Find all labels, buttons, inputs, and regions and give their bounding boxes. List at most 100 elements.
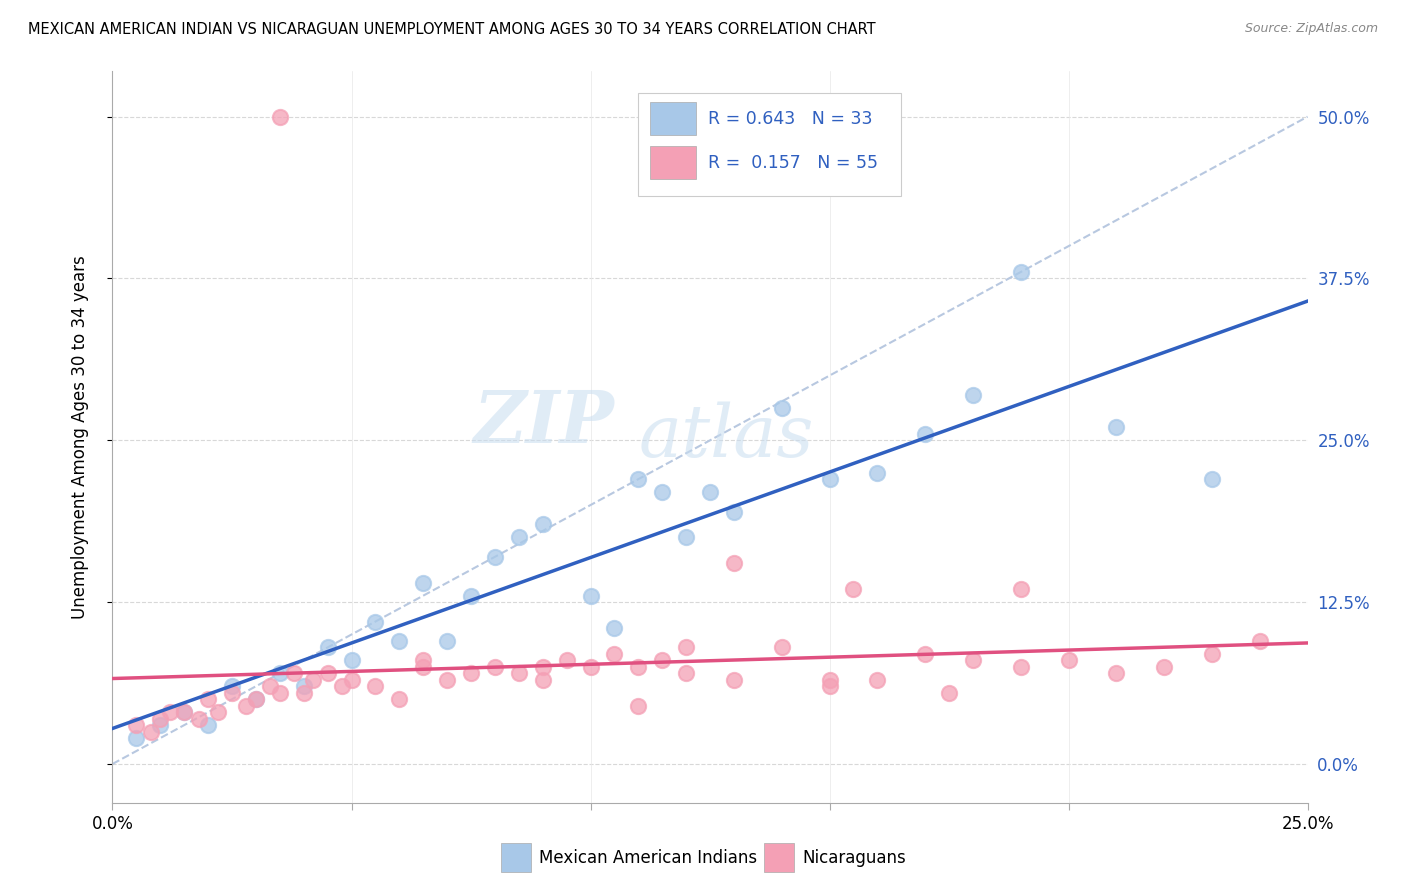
Point: [579, 589, 602, 603]
Point: [460, 589, 482, 603]
Point: [842, 582, 865, 597]
Point: [302, 673, 325, 687]
Point: [723, 504, 745, 518]
Point: [207, 705, 229, 719]
Point: [412, 653, 434, 667]
Point: [149, 718, 172, 732]
Point: [235, 698, 257, 713]
Point: [770, 640, 793, 655]
Point: [173, 705, 195, 719]
Text: MEXICAN AMERICAN INDIAN VS NICARAGUAN UNEMPLOYMENT AMONG AGES 30 TO 34 YEARS COR: MEXICAN AMERICAN INDIAN VS NICARAGUAN UN…: [28, 22, 876, 37]
Point: [699, 485, 721, 500]
Point: [412, 660, 434, 674]
Point: [292, 679, 315, 693]
Point: [412, 575, 434, 590]
Text: Nicaraguans: Nicaraguans: [801, 848, 905, 867]
Point: [245, 692, 267, 706]
Y-axis label: Unemployment Among Ages 30 to 34 years: Unemployment Among Ages 30 to 34 years: [70, 255, 89, 619]
Point: [531, 673, 554, 687]
Text: R = 0.643   N = 33: R = 0.643 N = 33: [707, 110, 872, 128]
Point: [197, 692, 219, 706]
Text: Mexican American Indians: Mexican American Indians: [538, 848, 758, 867]
Point: [245, 692, 267, 706]
Point: [283, 666, 305, 681]
Point: [555, 653, 578, 667]
Point: [675, 530, 697, 544]
Point: [1105, 420, 1128, 434]
Point: [866, 466, 889, 480]
Point: [531, 660, 554, 674]
Point: [484, 660, 506, 674]
Point: [173, 705, 195, 719]
Point: [627, 698, 650, 713]
Text: atlas: atlas: [638, 401, 814, 473]
Point: [436, 673, 458, 687]
Point: [818, 679, 841, 693]
Point: [388, 692, 411, 706]
Point: [651, 653, 673, 667]
Point: [603, 647, 626, 661]
Point: [364, 615, 387, 629]
Point: [723, 557, 745, 571]
Point: [364, 679, 387, 693]
Bar: [651, 102, 696, 135]
Point: [579, 660, 602, 674]
Point: [269, 686, 291, 700]
Bar: [651, 146, 696, 179]
Point: [866, 673, 889, 687]
Point: [603, 621, 626, 635]
Point: [531, 517, 554, 532]
Point: [292, 686, 315, 700]
Point: [1010, 660, 1032, 674]
Point: [197, 718, 219, 732]
Point: [508, 666, 530, 681]
Point: [1201, 647, 1223, 661]
Point: [159, 705, 181, 719]
Text: Source: ZipAtlas.com: Source: ZipAtlas.com: [1244, 22, 1378, 36]
Point: [340, 673, 363, 687]
Bar: [501, 843, 531, 872]
Point: [149, 712, 172, 726]
Text: R =  0.157   N = 55: R = 0.157 N = 55: [707, 153, 877, 172]
Point: [1010, 582, 1032, 597]
Point: [962, 653, 984, 667]
Point: [1249, 634, 1271, 648]
Point: [269, 666, 291, 681]
Point: [651, 485, 673, 500]
Point: [627, 660, 650, 674]
Point: [962, 388, 984, 402]
Point: [508, 530, 530, 544]
Text: ZIP: ZIP: [474, 387, 614, 458]
Point: [914, 647, 936, 661]
Point: [125, 718, 148, 732]
Bar: [763, 843, 794, 872]
Point: [340, 653, 363, 667]
Point: [316, 640, 339, 655]
Point: [675, 666, 697, 681]
Point: [269, 110, 291, 124]
Point: [460, 666, 482, 681]
Point: [1010, 265, 1032, 279]
Point: [1153, 660, 1175, 674]
Point: [818, 472, 841, 486]
Point: [139, 724, 162, 739]
Point: [259, 679, 281, 693]
FancyBboxPatch shape: [638, 94, 901, 195]
Point: [330, 679, 353, 693]
Point: [627, 472, 650, 486]
Point: [484, 549, 506, 564]
Point: [125, 731, 148, 745]
Point: [675, 640, 697, 655]
Point: [723, 673, 745, 687]
Point: [1105, 666, 1128, 681]
Point: [187, 712, 209, 726]
Point: [1057, 653, 1080, 667]
Point: [221, 679, 243, 693]
Point: [938, 686, 960, 700]
Point: [770, 401, 793, 415]
Point: [388, 634, 411, 648]
Point: [914, 426, 936, 441]
Point: [316, 666, 339, 681]
Point: [1201, 472, 1223, 486]
Point: [221, 686, 243, 700]
